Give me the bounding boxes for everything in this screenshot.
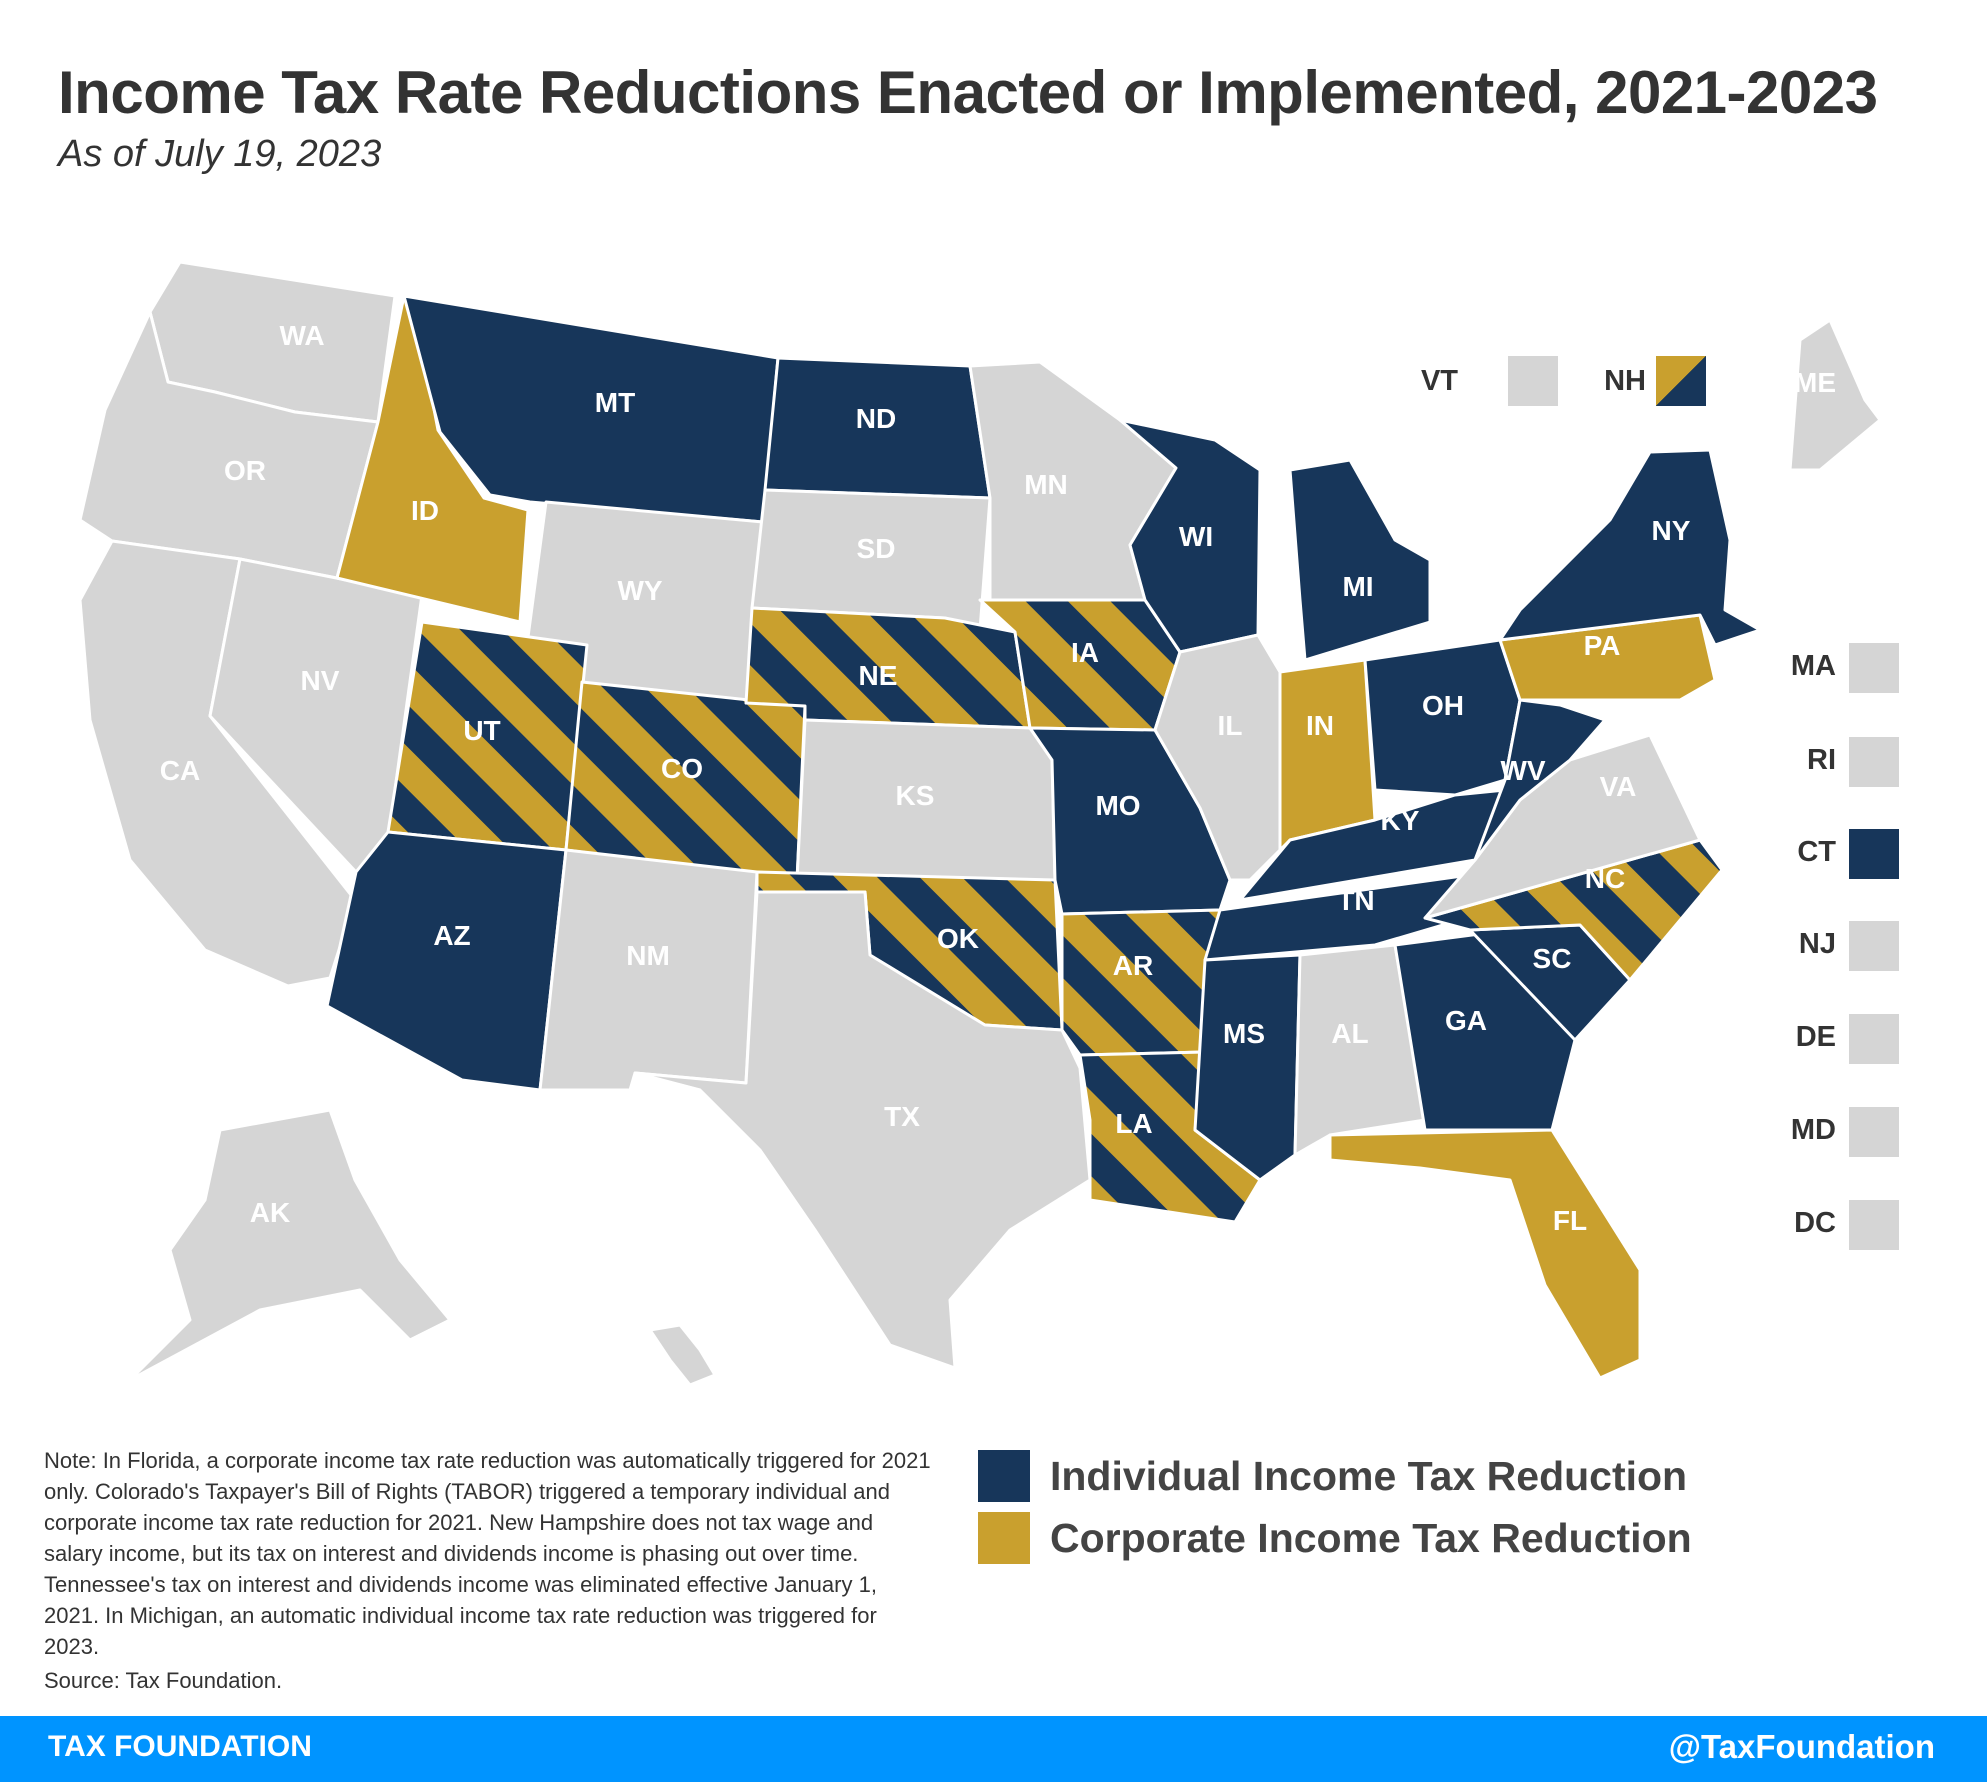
- state-label-or: OR: [224, 455, 266, 486]
- state-label-mn: MN: [1024, 469, 1068, 500]
- footer-brand: TAX FOUNDATION: [48, 1730, 312, 1763]
- state-label-va: VA: [1600, 771, 1637, 802]
- state-in: [1278, 658, 1377, 852]
- state-label-ny: NY: [1652, 515, 1691, 546]
- state-label-il: IL: [1218, 710, 1243, 741]
- state-label-hi: HI: [604, 1348, 632, 1379]
- page-subtitle: As of July 19, 2023: [58, 133, 382, 175]
- state-label-ak: AK: [250, 1197, 290, 1228]
- state-label-ar: AR: [1113, 950, 1153, 981]
- state-label-az: AZ: [433, 920, 470, 951]
- state-label-sc: SC: [1533, 943, 1572, 974]
- state-fl: [1328, 1128, 1642, 1380]
- state-ar: [1060, 908, 1222, 1057]
- state-label-nv: NV: [301, 665, 340, 696]
- state-mi: [1288, 458, 1432, 662]
- state-label-co: CO: [661, 753, 703, 784]
- state-label-ky: KY: [1381, 805, 1420, 836]
- legend-corporate: Corporate Income Tax Reduction: [978, 1512, 1692, 1564]
- small-state-label-nj: NJ: [1798, 928, 1836, 960]
- state-label-wa: WA: [279, 320, 324, 351]
- state-label-ut: UT: [463, 715, 500, 746]
- state-me: [1788, 318, 1882, 472]
- state-label-mi: MI: [1342, 571, 1373, 602]
- small-state-label-vt: VT: [1420, 365, 1458, 397]
- state-label-ms: MS: [1223, 1018, 1265, 1049]
- state-label-tx: TX: [884, 1101, 920, 1132]
- small-state-box-ri: [1849, 737, 1899, 787]
- state-il: [1153, 633, 1282, 882]
- state-tx: [633, 890, 1092, 1370]
- state-label-pa: PA: [1584, 630, 1621, 661]
- state-label-nd: ND: [856, 403, 896, 434]
- footer-bar: TAX FOUNDATION @TaxFoundation: [0, 1716, 1987, 1782]
- legend-individual: Individual Income Tax Reduction: [978, 1450, 1687, 1502]
- state-label-nc: NC: [1585, 863, 1625, 894]
- state-label-id: ID: [411, 495, 439, 526]
- state-label-mo: MO: [1095, 790, 1140, 821]
- small-state-label-md: MD: [1790, 1114, 1836, 1146]
- small-state-label-nh: NH: [1604, 365, 1646, 397]
- state-label-ok: OK: [937, 923, 979, 954]
- small-state-label-ct: CT: [1797, 836, 1836, 868]
- state-ak: [128, 1108, 452, 1382]
- state-label-la: LA: [1115, 1108, 1152, 1139]
- small-state-label-ma: MA: [1790, 650, 1836, 682]
- small-state-box-ma: [1849, 643, 1899, 693]
- state-label-ne: NE: [859, 660, 898, 691]
- legend-label-corporate: Corporate Income Tax Reduction: [1050, 1514, 1692, 1561]
- small-state-box-ct: [1849, 829, 1899, 879]
- small-state-box-de: [1849, 1014, 1899, 1064]
- small-state-box-vt: [1508, 356, 1558, 406]
- state-label-wy: WY: [617, 575, 662, 606]
- small-state-label-ri: RI: [1807, 744, 1836, 776]
- legend-label-individual: Individual Income Tax Reduction: [1050, 1452, 1688, 1499]
- us-state-map: WA OR CA NV ID MT WY UT AZ CO NM ND SD NE KS OK TX MN IA MO…: [78, 260, 1882, 1387]
- state-wv: [1473, 698, 1607, 862]
- state-label-ca: CA: [160, 755, 200, 786]
- state-az: [325, 830, 568, 1092]
- footer-handle: @TaxFoundation: [1668, 1728, 1935, 1765]
- state-label-fl: FL: [1553, 1205, 1587, 1236]
- small-state-label-dc: DC: [1794, 1207, 1836, 1239]
- state-label-sd: SD: [857, 533, 896, 564]
- state-label-al: AL: [1331, 1018, 1368, 1049]
- state-label-tn: TN: [1337, 885, 1374, 916]
- state-label-wv: WV: [1500, 755, 1545, 786]
- state-ms: [1193, 953, 1302, 1182]
- state-label-nm: NM: [626, 940, 670, 971]
- footnote: Note: In Florida, a corporate income tax…: [44, 1448, 931, 1659]
- state-hi: [648, 1323, 717, 1387]
- page-title: Income Tax Rate Reductions Enacted or Im…: [58, 59, 1878, 126]
- source-note: Source: Tax Foundation.: [44, 1668, 283, 1693]
- state-tn: [1203, 868, 1507, 962]
- state-label-in: IN: [1306, 710, 1334, 741]
- state-label-ga: GA: [1445, 1005, 1487, 1036]
- state-label-wi: WI: [1179, 521, 1213, 552]
- small-state-label-de: DE: [1795, 1021, 1836, 1053]
- small-state-box-nh: [1656, 356, 1706, 406]
- legend-swatch-corporate: [978, 1512, 1030, 1564]
- state-label-mt: MT: [595, 387, 635, 418]
- state-label-ia: IA: [1071, 637, 1099, 668]
- state-label-me: ME: [1794, 367, 1836, 398]
- state-label-ks: KS: [896, 780, 935, 811]
- state-ny: [1498, 448, 1762, 647]
- small-state-box-md: [1849, 1107, 1899, 1157]
- state-al: [1293, 943, 1427, 1157]
- legend-swatch-individual: [978, 1450, 1030, 1502]
- small-state-box-dc: [1849, 1200, 1899, 1250]
- state-label-oh: OH: [1422, 690, 1464, 721]
- small-state-box-nj: [1849, 921, 1899, 971]
